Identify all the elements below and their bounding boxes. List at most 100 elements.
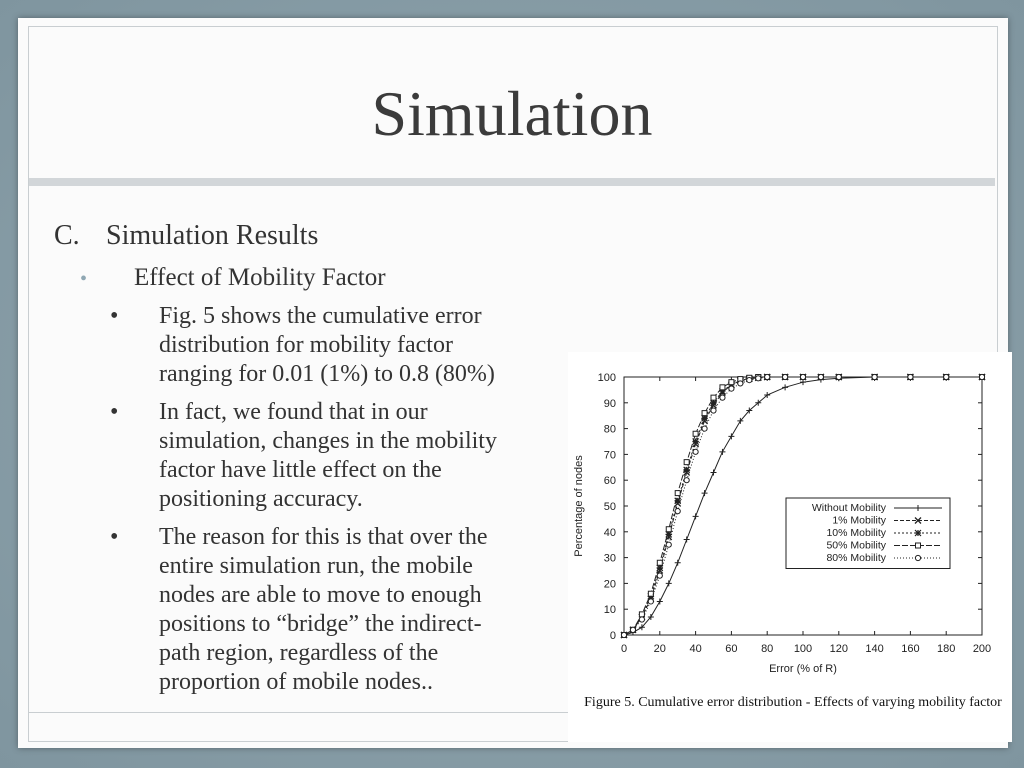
series-3-point (701, 414, 708, 422)
y-tick-label: 10 (604, 604, 616, 616)
figure-5: 0 20 40 60 80 100 120 140 160 180 200 0 10 20 30 40 50 60… (568, 352, 1012, 742)
series-5-point (728, 385, 735, 392)
series-1-point (683, 536, 690, 543)
legend-marker (915, 505, 921, 511)
series-3-point (674, 497, 682, 505)
series-5-point (674, 508, 681, 515)
x-axis-label: Error (% of R) (769, 663, 837, 675)
legend-marker (914, 529, 922, 537)
y-tick-label: 40 (604, 527, 616, 539)
series-3-point (710, 399, 717, 407)
series-3-point (683, 466, 691, 474)
series-5-point (620, 631, 628, 639)
y-axis-label: Percentage of nodes (573, 455, 585, 557)
slide-title: Simulation (371, 78, 653, 149)
series-5-point (817, 373, 824, 381)
series-5-point (683, 477, 690, 484)
y-tick-label: 70 (604, 449, 616, 461)
sub-heading-label: Effect of Mobility Factor (134, 264, 386, 291)
series-1-point (656, 598, 663, 605)
legend-marker (914, 517, 922, 524)
bullet-marker: • (110, 524, 119, 550)
x-tick-label: 100 (794, 643, 812, 655)
section-label: Simulation Results (106, 220, 319, 251)
series-1-point (665, 580, 672, 587)
y-tick-label: 100 (598, 372, 616, 384)
legend-label: 10% Mobility (826, 527, 886, 539)
series-4-point (692, 430, 699, 437)
series-3-point (692, 438, 700, 445)
series-1-point (692, 513, 699, 520)
series-5-point (755, 375, 762, 382)
title-divider (29, 178, 995, 186)
series-1-point (755, 399, 762, 406)
series-1-point (719, 448, 726, 455)
bullet-marker: • (110, 399, 119, 425)
bullet-text: The reason for this is that over the ent… (159, 524, 488, 695)
series-1-point (638, 624, 645, 631)
title-area: Simulation (29, 27, 995, 187)
series-4-point (665, 526, 672, 533)
series-5-point (656, 572, 663, 579)
x-tick-label: 80 (761, 643, 773, 655)
series-4-point (710, 394, 717, 401)
series-4-point (683, 459, 690, 466)
legend-label: 80% Mobility (826, 552, 886, 564)
series-5-point (701, 425, 708, 432)
series-5-point (978, 373, 986, 381)
legend-marker (914, 554, 922, 562)
y-tick-label: 50 (604, 501, 616, 513)
section-heading: C. Simulation Results (54, 220, 318, 252)
x-tick-label: 200 (973, 643, 991, 655)
bullet-text: In fact, we found that in our simulation… (159, 399, 497, 512)
sub-bullet-marker: • (80, 268, 88, 290)
bullet-text: Fig. 5 shows the cumulative error distri… (159, 303, 495, 387)
series-1-point (674, 559, 681, 566)
x-tick-label: 160 (901, 643, 919, 655)
series-1-point (728, 433, 735, 440)
legend-marker (915, 542, 921, 549)
series-5-point (907, 373, 914, 381)
series-5-point (764, 373, 771, 381)
series-1-point (647, 613, 654, 620)
series-4-point (701, 410, 708, 417)
x-tick-label: 180 (937, 643, 955, 655)
sub-heading: • Effect of Mobility Factor (80, 264, 386, 292)
series-4-point (674, 490, 681, 497)
y-tick-label: 80 (604, 424, 616, 436)
x-tick-label: 60 (725, 643, 737, 655)
series-5-point (647, 598, 654, 605)
series-5-point (710, 407, 717, 414)
legend-label: 50% Mobility (826, 540, 886, 552)
series-5-point (638, 616, 646, 623)
series-5-point (692, 448, 699, 455)
series-1-point (746, 407, 753, 414)
y-tick-label: 90 (604, 398, 616, 410)
bottom-divider (29, 712, 589, 713)
legend-label: Without Mobility (812, 502, 887, 514)
series-1-point (710, 469, 717, 476)
legend-label: 1% Mobility (832, 515, 886, 527)
series-5-point (629, 626, 637, 633)
series-3-point (656, 564, 664, 572)
section-number: C. (54, 220, 80, 251)
series-5-point (782, 373, 789, 381)
series-5-point (737, 380, 744, 387)
series-1-point (737, 417, 744, 424)
series-3-point (719, 387, 726, 395)
slide-content: C. Simulation Results • Effect of Mobility… (18, 18, 1008, 748)
series-5-point (871, 373, 878, 381)
y-tick-label: 60 (604, 475, 616, 487)
x-tick-label: 120 (830, 643, 848, 655)
series-4-point (719, 384, 726, 391)
x-tick-label: 140 (865, 643, 883, 655)
bullet-marker: • (110, 303, 119, 329)
series-5-point (943, 373, 950, 381)
series-4-point (656, 559, 663, 566)
series-4-point (647, 590, 654, 597)
series-1-point (764, 392, 771, 399)
series-4-point (728, 379, 735, 386)
series-5-point (719, 394, 726, 401)
series-5-point (746, 376, 753, 384)
figure-caption: Figure 5. Cumulative error distribution … (584, 695, 1002, 710)
